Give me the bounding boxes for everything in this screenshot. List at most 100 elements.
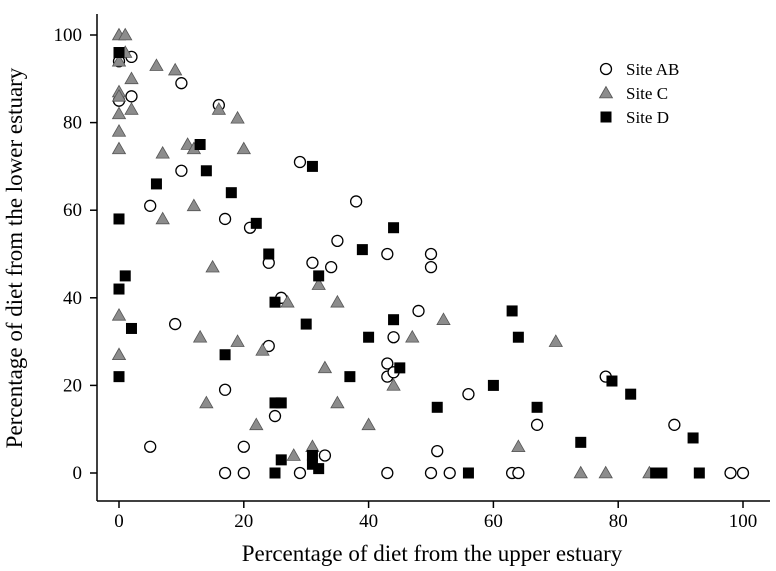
data-point-site-c <box>236 141 251 155</box>
data-point-site-c <box>180 137 195 150</box>
data-point-site-ab <box>424 247 438 261</box>
data-point-site-ab <box>125 90 138 103</box>
data-point-site-d <box>113 213 125 225</box>
data-point-site-c <box>155 145 170 159</box>
data-point-site-ab <box>668 418 681 431</box>
data-point-site-ab <box>218 212 232 226</box>
data-point-site-ab <box>175 77 188 90</box>
data-point-site-d <box>625 388 637 400</box>
data-point-site-c <box>286 448 301 461</box>
data-point-site-d <box>431 401 443 413</box>
data-point-site-d <box>650 467 662 479</box>
data-point-site-d <box>687 432 699 444</box>
data-point-site-ab <box>512 466 525 480</box>
y-tick-label: 60 <box>63 200 82 221</box>
y-axis-ticks: 0 20 40 60 80 100 <box>54 25 97 484</box>
y-tick-label: 20 <box>63 375 82 396</box>
data-point-site-d <box>363 331 375 343</box>
legend-marker-site-ab <box>599 62 613 76</box>
plot-frame <box>96 14 770 502</box>
data-point-site-c <box>199 395 214 409</box>
y-tick-label: 100 <box>54 25 83 46</box>
data-point-site-c <box>573 465 588 479</box>
data-point-site-ab <box>293 466 307 480</box>
data-point-site-d <box>194 139 206 150</box>
y-axis-title: Percentage of diet from the lower estuar… <box>2 67 27 448</box>
data-point-site-c <box>280 294 295 308</box>
data-point-site-d <box>506 305 518 317</box>
data-point-site-d <box>113 47 125 59</box>
data-point-site-c <box>124 71 139 85</box>
data-point-site-ab <box>331 234 344 248</box>
data-point-site-ab <box>530 418 544 431</box>
data-point-site-d <box>113 283 125 295</box>
data-point-site-c <box>311 277 326 290</box>
series-site-ab <box>112 50 750 480</box>
data-point-site-ab <box>349 195 363 208</box>
legend-marker-site-c <box>598 85 614 99</box>
data-point-site-c <box>436 312 451 325</box>
data-point-site-d <box>263 248 275 260</box>
data-point-site-d <box>344 371 356 383</box>
data-point-site-ab <box>237 440 250 453</box>
data-point-site-d <box>125 322 137 334</box>
data-point-site-c <box>361 417 376 431</box>
data-point-site-ab <box>412 304 425 318</box>
data-point-site-c <box>118 27 133 41</box>
data-point-site-d <box>219 349 231 361</box>
data-point-site-d <box>487 379 499 391</box>
data-point-site-d <box>512 331 524 343</box>
data-point-site-c <box>149 58 164 71</box>
data-point-site-c <box>167 62 183 76</box>
data-point-site-d <box>200 165 212 177</box>
data-point-site-d <box>269 467 281 479</box>
data-point-site-ab <box>144 199 157 212</box>
data-point-site-c <box>186 198 202 212</box>
data-point-site-ab <box>736 466 750 480</box>
data-point-site-c <box>205 259 220 273</box>
data-point-site-c <box>511 439 526 452</box>
data-point-site-ab <box>325 260 338 274</box>
data-point-site-c <box>305 439 320 452</box>
x-tick-label: 100 <box>729 511 758 532</box>
data-point-site-c <box>192 329 208 343</box>
x-axis-ticks: 0 20 40 60 80 100 <box>114 501 757 532</box>
data-point-site-c <box>317 360 333 374</box>
data-point-site-d <box>300 318 312 330</box>
data-point-site-d <box>313 270 325 282</box>
data-point-site-d <box>119 270 131 282</box>
series-site-c <box>111 27 657 479</box>
data-point-site-c <box>211 102 227 115</box>
data-point-site-ab <box>424 260 438 274</box>
data-point-site-c <box>111 89 127 102</box>
data-point-site-c <box>111 141 127 155</box>
data-point-site-ab <box>144 440 157 453</box>
data-point-site-ab <box>724 466 737 480</box>
x-tick-label: 40 <box>359 511 378 532</box>
data-point-site-d <box>269 397 281 409</box>
data-point-site-d <box>275 397 287 409</box>
data-point-site-ab <box>381 466 394 480</box>
data-point-site-d <box>575 436 587 448</box>
data-point-site-c <box>111 308 127 321</box>
data-point-site-d <box>693 467 705 479</box>
data-point-site-d <box>656 467 668 479</box>
data-point-site-d <box>113 371 125 383</box>
data-point-site-c <box>405 329 420 343</box>
data-point-site-d <box>606 375 618 387</box>
data-point-site-c <box>124 102 139 115</box>
data-point-site-d <box>388 314 400 326</box>
data-point-site-ab <box>443 466 456 480</box>
data-point-site-c <box>249 417 264 431</box>
data-point-site-c <box>111 124 127 137</box>
data-point-site-ab <box>387 331 400 344</box>
data-point-site-d <box>388 222 400 234</box>
data-point-site-c <box>330 395 345 409</box>
data-point-site-d <box>531 401 543 413</box>
data-point-site-d <box>356 244 368 256</box>
data-point-site-c <box>598 465 613 479</box>
data-point-site-ab <box>462 388 475 401</box>
data-point-site-ab <box>237 466 250 480</box>
data-point-site-ab <box>218 466 232 480</box>
